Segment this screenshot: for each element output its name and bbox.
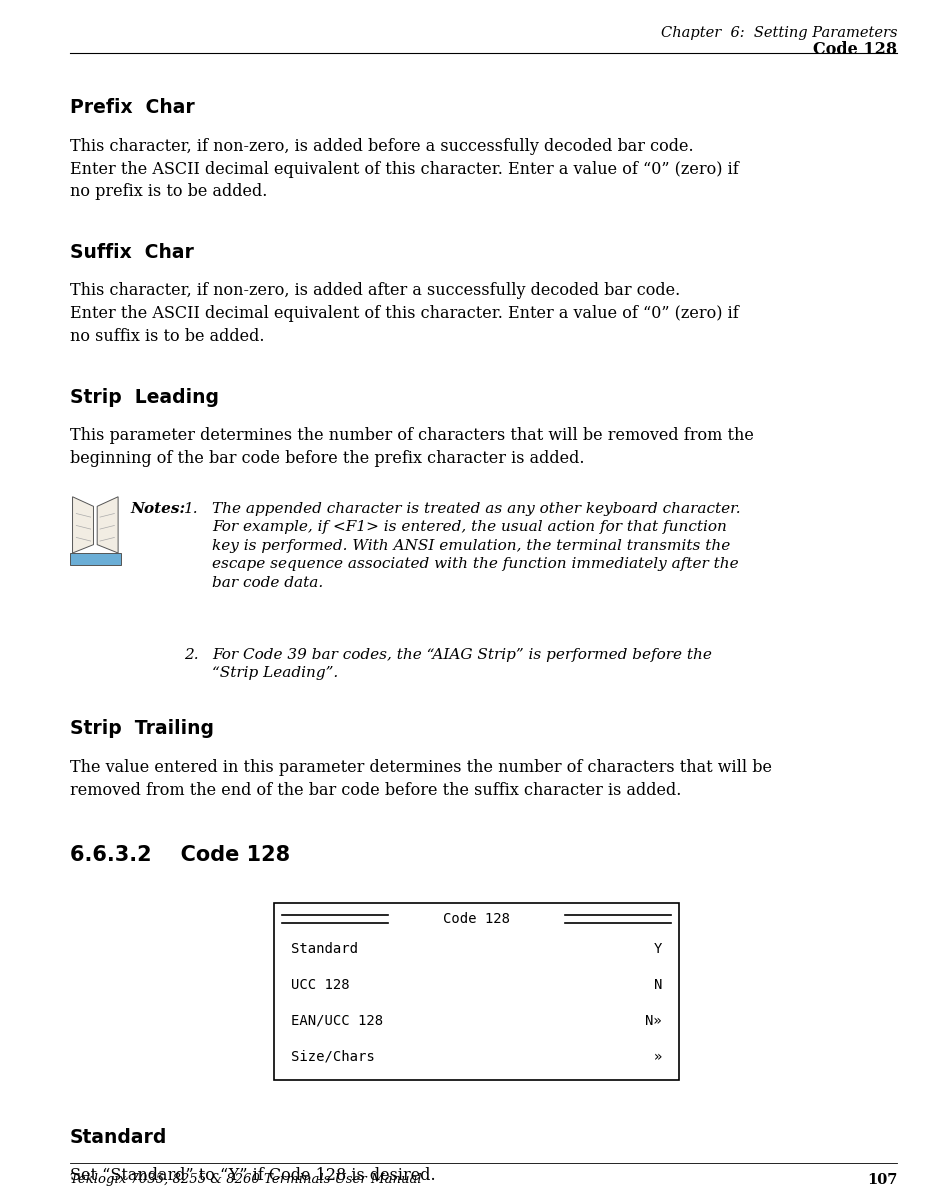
- Text: N: N: [654, 978, 662, 992]
- Text: For Code 39 bar codes, the “AIAG Strip” is performed before the
“Strip Leading”.: For Code 39 bar codes, the “AIAG Strip” …: [212, 648, 711, 680]
- Text: »: »: [654, 1050, 662, 1064]
- Text: Set “Standard” to “Y” if Code 128 is desired.: Set “Standard” to “Y” if Code 128 is des…: [70, 1167, 435, 1184]
- Text: Prefix  Char: Prefix Char: [70, 98, 194, 117]
- Text: Chapter  6:  Setting Parameters: Chapter 6: Setting Parameters: [661, 26, 897, 41]
- Text: 2.: 2.: [184, 648, 199, 662]
- Text: This character, if non-zero, is added after a successfully decoded bar code.
Ent: This character, if non-zero, is added af…: [70, 282, 738, 345]
- Text: Y: Y: [654, 942, 662, 956]
- Polygon shape: [97, 497, 118, 553]
- Text: The value entered in this parameter determines the number of characters that wil: The value entered in this parameter dete…: [70, 759, 772, 798]
- Text: 107: 107: [867, 1173, 897, 1187]
- Text: Strip  Trailing: Strip Trailing: [70, 719, 214, 739]
- Text: The appended character is treated as any other keyboard character.
For example, : The appended character is treated as any…: [212, 502, 740, 590]
- Polygon shape: [70, 553, 121, 565]
- Text: This character, if non-zero, is added before a successfully decoded bar code.
En: This character, if non-zero, is added be…: [70, 138, 738, 200]
- Polygon shape: [73, 497, 93, 553]
- Text: This parameter determines the number of characters that will be removed from the: This parameter determines the number of …: [70, 427, 753, 467]
- Text: Notes:: Notes:: [130, 502, 185, 516]
- Text: Teklogix 7035, 8255 & 8260 Terminals User Manual: Teklogix 7035, 8255 & 8260 Terminals Use…: [70, 1173, 421, 1186]
- Text: EAN/UCC 128: EAN/UCC 128: [291, 1014, 383, 1028]
- Text: UCC 128: UCC 128: [291, 978, 350, 992]
- Text: Suffix  Char: Suffix Char: [70, 243, 193, 262]
- Text: Code 128: Code 128: [814, 41, 897, 57]
- Text: Standard: Standard: [70, 1128, 167, 1147]
- Text: Size/Chars: Size/Chars: [291, 1050, 375, 1064]
- Bar: [274, 903, 679, 1080]
- Text: Standard: Standard: [291, 942, 358, 956]
- Text: 6.6.3.2    Code 128: 6.6.3.2 Code 128: [70, 845, 290, 865]
- Text: Code 128: Code 128: [443, 912, 511, 926]
- Text: 1.: 1.: [184, 502, 199, 516]
- Text: Strip  Leading: Strip Leading: [70, 388, 219, 407]
- Text: N»: N»: [645, 1014, 662, 1028]
